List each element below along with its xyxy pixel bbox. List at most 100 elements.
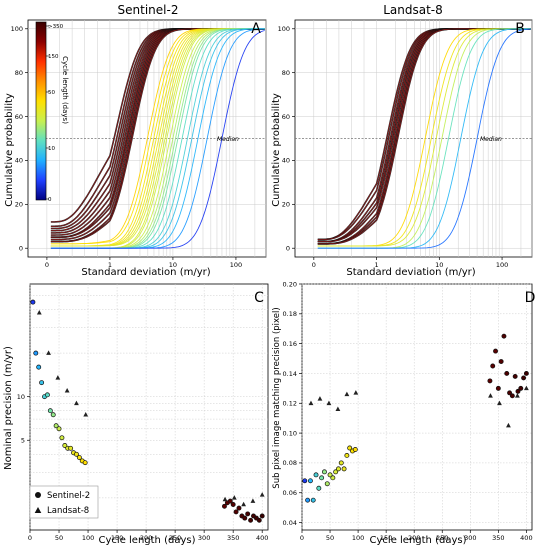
panel-b-plot: 0 1 10 100 0 20 40 60 80 100 xyxy=(278,19,533,269)
y-tick-label: 40 xyxy=(282,157,290,165)
y-tick-label: 0 xyxy=(19,245,23,253)
panel-b-title: Landsat-8 xyxy=(383,3,443,17)
y-tick-label: 5 xyxy=(21,437,25,445)
x-tick-label: 300 xyxy=(198,534,210,542)
colorbar-tick-label: 50 xyxy=(48,90,55,96)
sentinel2-point xyxy=(36,364,42,370)
sentinel2-point xyxy=(324,481,330,487)
colorbar-tick-label: 150 xyxy=(48,54,59,60)
panel-b-ylabel: Cumulative probability xyxy=(271,93,282,207)
landsat8-point xyxy=(64,387,70,393)
y-tick-label: 0.12 xyxy=(283,400,297,408)
sentinel2-point xyxy=(316,485,322,491)
landsat8-point xyxy=(353,390,359,395)
y-tick-label: 20 xyxy=(15,201,23,209)
x-tick-label: 1 xyxy=(108,261,112,269)
y-tick-label: 60 xyxy=(282,113,290,121)
sentinel2-point xyxy=(330,475,336,481)
y-tick-label: 40 xyxy=(15,157,23,165)
sentinel2-point xyxy=(523,371,529,376)
panel-a-label: A xyxy=(251,21,261,37)
cdf-curve xyxy=(50,30,265,249)
sentinel2-point xyxy=(509,393,515,399)
landsat8-point xyxy=(231,495,237,500)
y-tick-label: 0.10 xyxy=(283,429,297,437)
landsat8-point xyxy=(46,350,51,355)
sentinel2-point xyxy=(310,497,316,503)
x-tick-label: 0 xyxy=(312,261,316,269)
cdf-curve xyxy=(317,28,531,249)
sentinel2-point xyxy=(512,373,518,379)
sentinel2-point xyxy=(341,466,347,472)
landsat8-point xyxy=(250,498,256,503)
colorbar-bar xyxy=(35,21,47,201)
panel-b-label: B xyxy=(515,21,525,37)
sentinel2-point xyxy=(347,445,353,451)
x-tick-label: 100 xyxy=(230,261,242,269)
landsat8-point xyxy=(326,400,332,406)
legend-sentinel2-marker xyxy=(35,492,41,498)
sentinel2-point xyxy=(319,475,325,481)
sentinel2-point xyxy=(62,443,68,448)
x-tick-label: 350 xyxy=(492,534,504,542)
x-tick-label: 50 xyxy=(55,534,63,542)
sentinel2-point xyxy=(233,509,239,515)
y-tick-label: 60 xyxy=(15,113,23,121)
y-tick-label: 0.06 xyxy=(283,489,297,497)
sentinel2-point xyxy=(507,390,513,396)
x-tick-label: 100 xyxy=(496,261,508,269)
landsat8-point xyxy=(222,496,228,502)
x-tick-label: 10 xyxy=(169,261,177,269)
sentinel2-point xyxy=(56,426,62,432)
landsat8-point xyxy=(317,396,323,401)
sentinel2-point xyxy=(498,359,504,364)
sentinel2-point xyxy=(59,435,65,441)
sentinel2-point xyxy=(352,447,358,452)
y-tick-label: 0.08 xyxy=(283,459,297,467)
sentinel2-point xyxy=(248,517,254,523)
sentinel2-point xyxy=(518,385,524,391)
sentinel2-point xyxy=(222,503,227,509)
x-tick-label: 50 xyxy=(326,534,334,542)
sentinel2-point xyxy=(336,466,341,472)
sentinel2-point xyxy=(50,412,56,418)
x-tick-label: 0 xyxy=(45,261,49,269)
x-tick-label: 400 xyxy=(256,534,268,542)
sentinel2-point xyxy=(256,517,262,523)
panel-a-plot: 0 1 10 100 0 20 40 60 80 100 xyxy=(11,19,267,269)
x-tick-label: 100 xyxy=(352,534,364,542)
sentinel2-point xyxy=(490,363,496,369)
y-tick-label: 100 xyxy=(11,25,23,33)
sentinel2-point xyxy=(39,380,45,386)
x-tick-label: 100 xyxy=(82,534,94,542)
legend-sentinel2-label: Sentinel-2 xyxy=(47,491,90,501)
sentinel2-point xyxy=(515,388,521,394)
panel-d-xlabel: Cycle length (days) xyxy=(370,535,467,546)
landsat8-point xyxy=(83,412,89,417)
panel-a-xlabel: Standard deviation (m/yr) xyxy=(81,267,210,278)
panel-c: Nominal precision (m/yr) Cycle length (d… xyxy=(3,290,264,546)
panel-a-title: Sentinel-2 xyxy=(118,3,179,17)
x-tick-label: 250 xyxy=(169,534,181,542)
panel-c-ylabel: Nominal precision (m/yr) xyxy=(3,346,14,470)
panel-c-xlabel: Cycle length (days) xyxy=(99,535,196,546)
colorbar-label: Cycle length (days) xyxy=(61,56,69,124)
x-tick-label: 0 xyxy=(28,534,32,542)
colorbar-tick-label: 10 xyxy=(48,146,55,152)
panel-b-median-label: Median xyxy=(480,136,502,143)
landsat8-point xyxy=(335,406,341,412)
y-tick-label: 0.14 xyxy=(283,370,297,378)
y-tick-label: 80 xyxy=(15,69,23,77)
colorbar: >350 150 50 10 0 xyxy=(35,21,64,203)
landsat8-point xyxy=(488,393,493,398)
panel-a: Sentinel-2 Cumulative probability Standa… xyxy=(4,3,261,278)
sentinel2-point xyxy=(33,350,39,356)
panel-d: Sub pixel image matching precision (pixe… xyxy=(272,290,535,546)
x-tick-label: 400 xyxy=(520,534,532,542)
x-tick-label: 200 xyxy=(140,534,152,542)
sentinel2-point xyxy=(73,451,79,457)
x-tick-label: 350 xyxy=(227,534,239,542)
panel-b-xlabel: Standard deviation (m/yr) xyxy=(346,267,475,278)
sentinel2-point xyxy=(30,299,36,305)
sentinel2-point xyxy=(333,469,339,475)
